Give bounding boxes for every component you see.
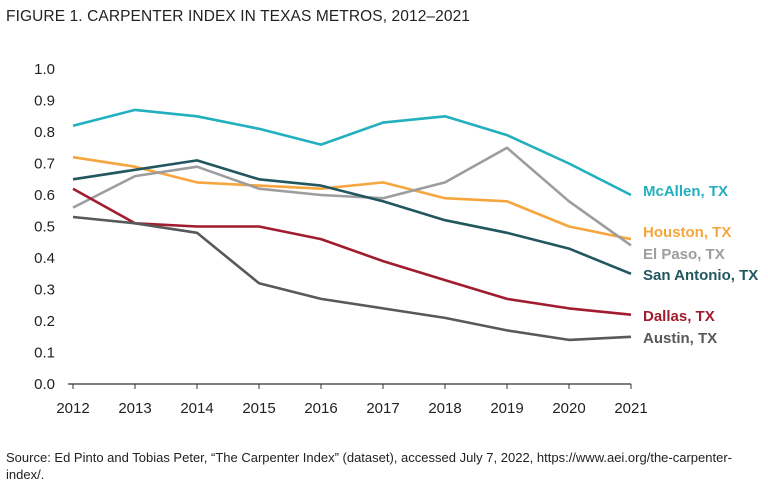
- series-line-el-paso-tx: [72, 146, 632, 247]
- x-axis: 2012 2013 2014 2015 2016 2017 2018 2019 2020 2021: [56, 384, 648, 417]
- series-label: El Paso, TX: [643, 246, 725, 263]
- x-tick-label: 2014: [180, 400, 213, 417]
- x-tick-label: 2012: [56, 400, 89, 417]
- y-tick-label: 0.2: [34, 313, 55, 330]
- y-tick-label: 0.9: [34, 93, 55, 110]
- series-line-san-antonio-tx: [72, 159, 632, 276]
- y-tick-label: 0.0: [34, 376, 55, 393]
- series-label: Austin, TX: [643, 330, 717, 347]
- y-tick-label: 0.8: [34, 124, 55, 141]
- x-tick-label: 2015: [242, 400, 275, 417]
- x-tick-label: 2016: [304, 400, 337, 417]
- series-line-dallas-tx: [72, 187, 632, 316]
- series-labels: McAllen, TX Houston, TX El Paso, TX San Ant…: [643, 183, 758, 347]
- series-line-austin-tx: [72, 215, 632, 342]
- y-tick-label: 0.1: [34, 345, 55, 362]
- series-line-mcallen-tx: [72, 108, 632, 197]
- x-tick-label: 2017: [366, 400, 399, 417]
- series-label: San Antonio, TX: [643, 267, 758, 284]
- y-tick-label: 0.3: [34, 282, 55, 299]
- x-tick-label: 2019: [490, 400, 523, 417]
- series-label: Dallas, TX: [643, 308, 715, 325]
- series-line-houston-tx: [72, 155, 632, 241]
- y-tick-label: 0.6: [34, 187, 55, 204]
- x-tick-label: 2021: [614, 400, 647, 417]
- series-lines: [72, 108, 632, 342]
- x-tick-label: 2020: [552, 400, 585, 417]
- x-tick-label: 2018: [428, 400, 461, 417]
- y-tick-label: 0.5: [34, 219, 55, 236]
- y-tick-label: 1.0: [34, 61, 55, 78]
- line-chart: 0.00.10.20.30.40.50.60.70.80.91.0 2012 20…: [34, 61, 758, 417]
- x-tick-label: 2013: [118, 400, 151, 417]
- y-tick-label: 0.7: [34, 156, 55, 173]
- source-note: Source: Ed Pinto and Tobias Peter, “The …: [6, 450, 732, 482]
- series-label: McAllen, TX: [643, 183, 728, 200]
- series-label: Houston, TX: [643, 224, 731, 241]
- y-tick-label: 0.4: [34, 250, 55, 267]
- y-axis: 0.0 0.1 0.2 0.3 0.4 0.5 0.6 0.7 0.8 0.9 1.0: [34, 61, 55, 393]
- chart-title: FIGURE 1. CARPENTER INDEX IN TEXAS METRO…: [6, 8, 471, 25]
